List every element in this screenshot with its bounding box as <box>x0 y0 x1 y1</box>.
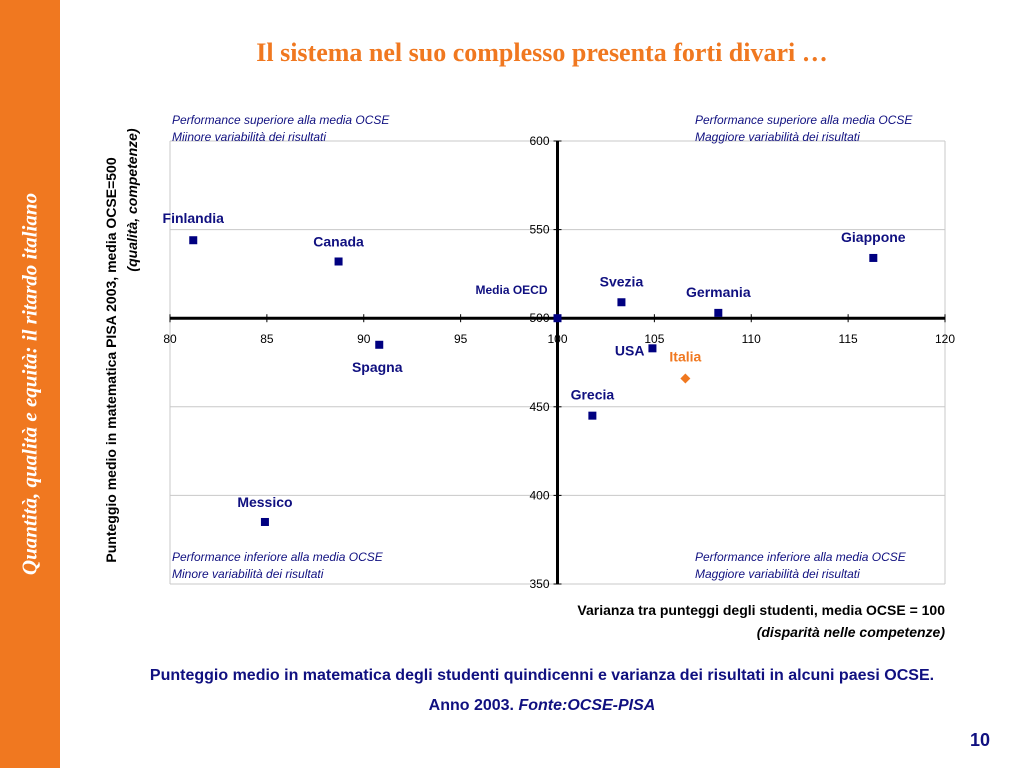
point-label-italia: Italia <box>669 348 701 364</box>
point-giappone <box>869 253 878 262</box>
y-axis-label: Punteggio medio in matematica PISA 2003,… <box>103 157 119 562</box>
chart-caption-line1: Punteggio medio in matematica degli stud… <box>149 667 935 684</box>
y-tick-label-500: 500 <box>529 311 549 325</box>
quadrant-note-1-line2: Miinore variabilità dei risultati <box>172 130 326 144</box>
caption-year: Anno 2003. <box>428 697 519 714</box>
page-number: 10 <box>969 730 990 750</box>
y-tick-label-550: 550 <box>529 223 549 237</box>
point-label-germania: Germania <box>686 284 751 300</box>
point-label-svezia: Svezia <box>600 273 644 289</box>
x-tick-label-100: 100 <box>547 332 567 346</box>
point-label-finlandia: Finlandia <box>163 210 225 226</box>
y-tick-label-350: 350 <box>529 577 549 591</box>
quadrant-note-3-line2: Minore variabilità dei risultati <box>172 567 324 581</box>
point-label-usa: USA <box>615 342 645 358</box>
chart-caption-line2: Anno 2003. Fonte:OCSE-PISA <box>60 697 1024 715</box>
x-axis-label: Varianza tra punteggi degli studenti, me… <box>577 602 945 618</box>
x-tick-label-95: 95 <box>454 332 468 346</box>
point-label-spagna: Spagna <box>352 359 403 375</box>
point-svezia <box>617 298 626 307</box>
point-label-media-oecd: Media OECD <box>475 283 547 297</box>
x-tick-label-90: 90 <box>357 332 371 346</box>
point-label-giappone: Giappone <box>841 229 906 245</box>
point-spagna <box>375 340 384 349</box>
x-tick-label-120: 120 <box>935 332 955 346</box>
tick-layer: 80 85 90 95 100 105 110 115 120 350 400 450 500 550 60… <box>163 134 955 591</box>
axis-layer <box>170 141 945 584</box>
y-tick-label-400: 400 <box>529 488 549 502</box>
point-media-oecd <box>553 314 562 323</box>
quadrant-note-2-line2: Maggiore variabilità dei risultati <box>695 130 860 144</box>
point-germania <box>714 308 723 317</box>
point-label-grecia: Grecia <box>571 387 615 403</box>
quadrant-layer: Performance superiore alla media OCSE Mii… <box>172 113 913 581</box>
x-axis-sublabel: (disparità nelle competenze) <box>757 624 946 640</box>
point-finlandia <box>189 236 198 245</box>
point-label-messico: Messico <box>237 494 292 510</box>
point-usa <box>648 344 657 353</box>
quadrant-note-3-line1: Performance inferiore alla media OCSE <box>172 550 384 564</box>
slide-title: Il sistema nel suo complesso presenta fo… <box>256 38 828 67</box>
x-tick-label-85: 85 <box>260 332 274 346</box>
point-canada <box>334 257 343 266</box>
y-axis-sublabel: (qualità, competenze) <box>124 128 140 271</box>
point-label-canada: Canada <box>313 233 364 249</box>
y-tick-label-600: 600 <box>529 134 549 148</box>
quadrant-note-4-line2: Maggiore variabilità dei risultati <box>695 567 860 581</box>
x-tick-label-105: 105 <box>644 332 664 346</box>
caption-source: Fonte:OCSE-PISA <box>518 697 656 714</box>
point-italia <box>680 373 691 384</box>
quadrant-note-4-line1: Performance inferiore alla media OCSE <box>695 550 907 564</box>
sidebar: Quantità, qualità e equità: il ritardo i… <box>0 0 60 768</box>
x-tick-label-115: 115 <box>839 332 858 346</box>
x-tick-label-110: 110 <box>742 332 761 346</box>
y-tick-label-450: 450 <box>529 400 549 414</box>
point-layer: Finlandia Canada Spagna Messico Media OECD Sv… <box>163 210 906 526</box>
quadrant-note-2-line1: Performance superiore alla media OCSE <box>695 113 913 127</box>
quadrant-note-1-line1: Performance superiore alla media OCSE <box>172 113 390 127</box>
point-messico <box>260 517 269 526</box>
point-grecia <box>588 411 597 420</box>
x-tick-label-80: 80 <box>163 332 177 346</box>
